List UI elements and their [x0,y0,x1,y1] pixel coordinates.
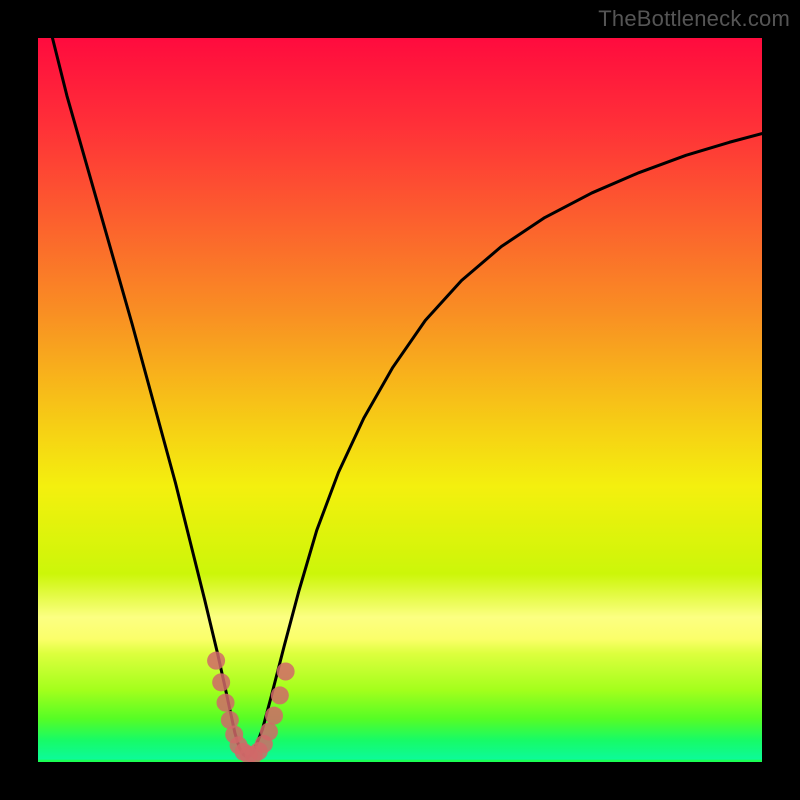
valley-marker [265,707,283,725]
valley-marker [260,723,278,741]
gradient-background [38,38,762,762]
valley-marker [212,673,230,691]
valley-marker [217,694,235,712]
valley-marker [277,663,295,681]
valley-marker [271,686,289,704]
watermark-text: TheBottleneck.com [598,6,790,32]
valley-marker [207,652,225,670]
chart-svg [38,38,762,762]
chart-frame [38,38,762,762]
